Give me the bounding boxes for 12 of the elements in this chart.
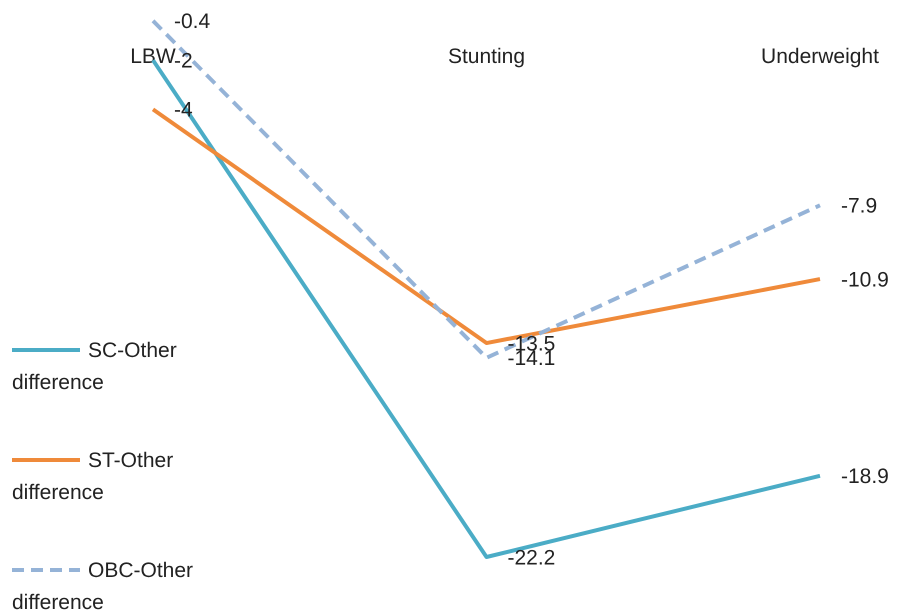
- legend-label: ST-Other difference: [12, 449, 174, 504]
- x-tick-label: LBW: [130, 45, 176, 68]
- x-tick-label: Underweight: [761, 45, 880, 68]
- x-tick-label: Stunting: [448, 45, 526, 68]
- data-label: -0.4: [174, 10, 211, 34]
- data-label: -7.9: [841, 194, 878, 218]
- legend-label: SC-Other difference: [12, 339, 177, 394]
- data-label: -22.2: [508, 546, 556, 570]
- data-label: -10.9: [841, 268, 889, 292]
- data-label: -18.9: [841, 465, 889, 488]
- data-label: -2: [174, 50, 193, 73]
- legend-label: OBC-Other difference: [12, 559, 194, 613]
